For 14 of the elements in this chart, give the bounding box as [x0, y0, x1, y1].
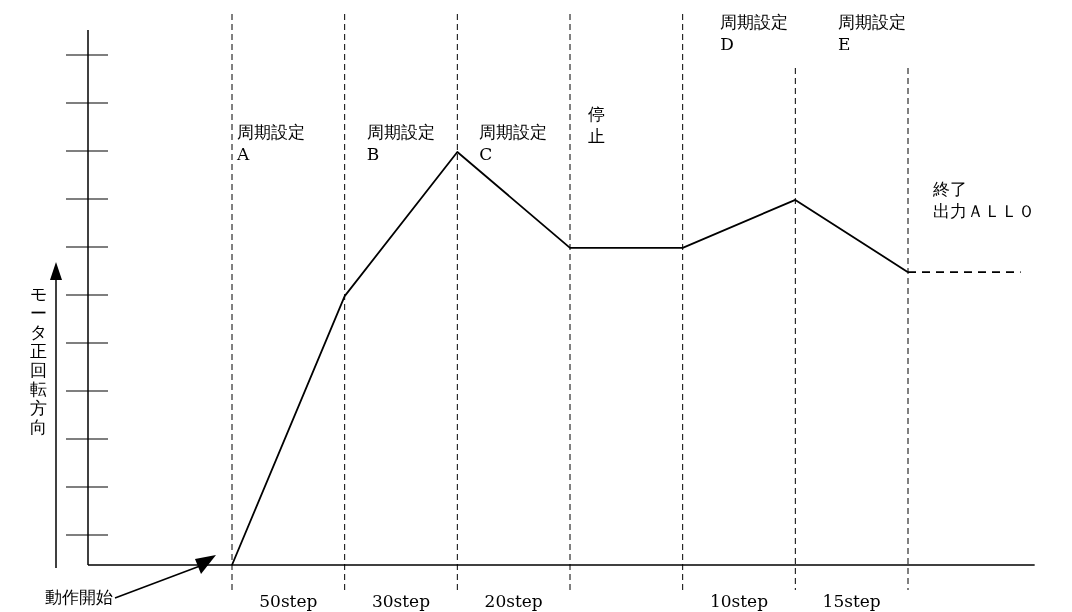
text: 30step: [371, 591, 431, 611]
annotation: 周期設定 C: [479, 122, 548, 164]
text: 20step: [484, 591, 543, 611]
text: 停止: [588, 104, 605, 146]
text: 10step: [709, 591, 769, 611]
text: 動作開始: [45, 587, 113, 607]
text: 15step: [822, 591, 881, 611]
y-axis-title: モータ正回転方向: [29, 284, 47, 437]
annotation: 周期設定 A: [236, 122, 305, 164]
text: 周期設定 E: [838, 12, 906, 54]
text: 周期設定 D: [720, 12, 789, 54]
annotation: 終了出力ＡＬＬ０: [932, 179, 1035, 221]
annotation: 周期設定 B: [366, 122, 435, 164]
text: 50step: [259, 591, 318, 611]
